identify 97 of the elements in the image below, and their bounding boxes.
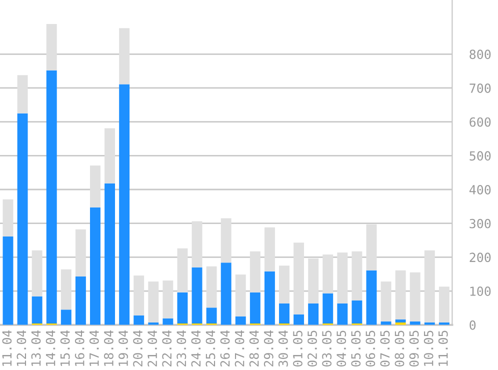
x-tick-label: 14.04: [46, 330, 56, 366]
bar: [264, 227, 275, 272]
bar: [366, 224, 377, 270]
y-tick-label: 500: [470, 151, 491, 161]
y-tick-label: 100: [470, 286, 491, 296]
bar: [104, 183, 116, 325]
bar: [395, 270, 406, 320]
x-tick-label: 24.04: [191, 330, 201, 366]
x-tick-label: 09.05: [409, 330, 419, 367]
x-tick-label: 08.05: [394, 330, 404, 367]
bar: [308, 258, 319, 304]
x-tick-label: 25.04: [206, 330, 216, 366]
x-tick-label: 17.04: [89, 330, 99, 366]
bar: [90, 165, 100, 208]
x-tick-label: 06.05: [366, 330, 376, 367]
x-tick-label: 23.04: [176, 330, 186, 366]
bar: [337, 304, 348, 325]
bar: [134, 315, 144, 325]
bar: [294, 314, 304, 325]
bar: [2, 236, 14, 325]
x-tick-label: 02.05: [308, 330, 317, 367]
bar: [235, 274, 246, 316]
x-tick-label: 22.04: [162, 330, 172, 366]
x-tick-label: 20.04: [133, 330, 143, 366]
bar: [220, 262, 232, 325]
bar: [366, 270, 377, 325]
x-tick-label: 07.05: [380, 330, 390, 367]
x-tick-label: 13.04: [31, 330, 41, 366]
bar: [380, 282, 392, 322]
bar: [220, 218, 232, 263]
bar: [250, 251, 260, 292]
bar: [438, 286, 450, 322]
bar: [250, 292, 260, 324]
x-tick-label: 03.05: [322, 330, 332, 367]
bar: [32, 250, 42, 296]
bar: [235, 316, 246, 325]
x-tick-label: 28.04: [249, 330, 259, 366]
y-tick-label: 300: [470, 218, 491, 228]
bar: [177, 292, 188, 324]
x-tick-label: 30.04: [278, 330, 288, 367]
bar: [294, 242, 304, 314]
x-tick-label: 01.05: [292, 330, 302, 367]
bar: [352, 251, 362, 300]
bar: [424, 250, 435, 322]
y-tick-label: 700: [470, 83, 491, 93]
bar: [2, 199, 14, 237]
x-tick-label: 11.04: [2, 330, 12, 366]
bar: [134, 275, 144, 316]
bar: [60, 269, 72, 310]
bar: [308, 304, 319, 325]
x-tick-label: 29.04: [264, 330, 274, 366]
bar: [162, 280, 174, 318]
y-tick-label: 200: [470, 252, 491, 262]
bar: [322, 293, 334, 324]
bar: [162, 318, 174, 325]
x-tick-label: 04.05: [336, 330, 346, 367]
y-tick-label: 600: [470, 117, 491, 127]
bar: [46, 70, 57, 324]
bar: [279, 266, 290, 304]
bar: [279, 304, 290, 324]
bar: [322, 254, 334, 294]
bar: [410, 272, 420, 322]
bar: [119, 28, 130, 84]
bar: [352, 300, 362, 324]
x-tick-label: 18.04: [104, 330, 114, 366]
bar: [192, 221, 202, 268]
bar: [90, 207, 100, 325]
bar: [177, 248, 188, 292]
y-tick-label: 0: [470, 320, 476, 330]
y-tick-label: 800: [470, 50, 491, 60]
bar: [264, 271, 275, 325]
bar: [32, 296, 42, 324]
bar: [192, 267, 202, 324]
x-tick-label: 27.04: [234, 330, 244, 366]
bar: [60, 310, 72, 325]
y-tick-label: 400: [469, 185, 491, 194]
x-tick-label: 16.04: [74, 330, 84, 366]
x-tick-label: 19.04: [118, 330, 128, 366]
x-tick-label: 11.05: [438, 330, 448, 366]
bar: [206, 308, 217, 324]
bar: [148, 282, 159, 322]
bar: [104, 128, 116, 184]
bar: [395, 319, 406, 322]
x-tick-label: 15.04: [60, 330, 70, 366]
bar: [75, 229, 86, 276]
x-tick-label: 21.04: [148, 330, 158, 366]
bar: [17, 113, 28, 325]
bar: [17, 75, 28, 114]
bar: [75, 276, 86, 325]
x-tick-label: 05.05: [351, 330, 361, 367]
bar: [119, 84, 130, 325]
bar: [206, 266, 217, 308]
bar: [337, 252, 348, 304]
bar: [46, 24, 57, 70]
x-tick-label: 26.04: [220, 330, 230, 366]
x-tick-label: 10.05: [424, 330, 434, 366]
x-tick-label: 12.04: [16, 330, 26, 366]
